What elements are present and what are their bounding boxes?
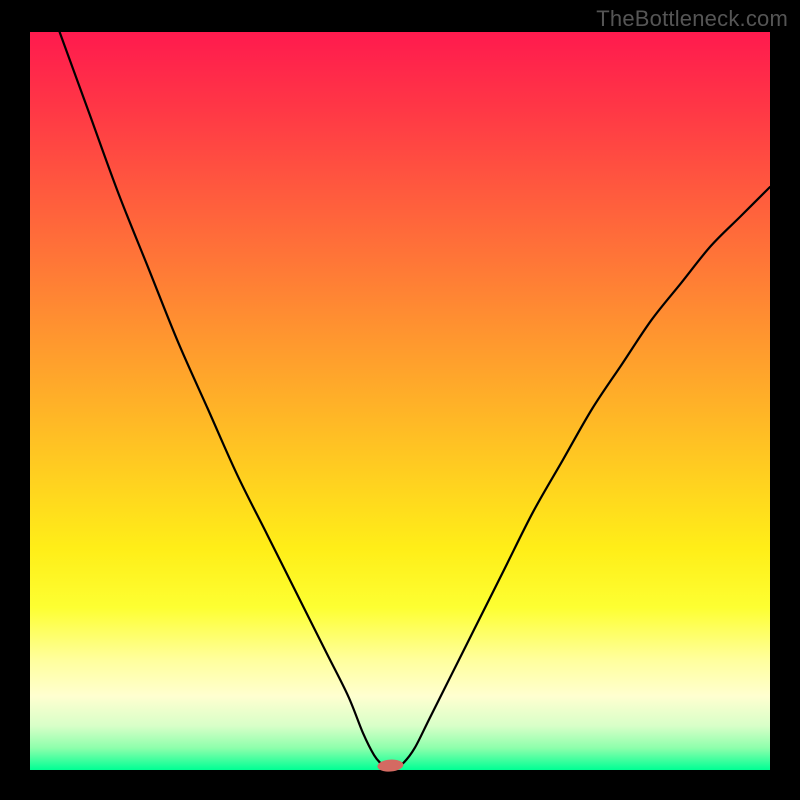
bottleneck-chart (0, 0, 800, 800)
plot-background (30, 32, 770, 770)
watermark-text: TheBottleneck.com (596, 6, 788, 32)
chart-container: { "watermark": { "text": "TheBottleneck.… (0, 0, 800, 800)
